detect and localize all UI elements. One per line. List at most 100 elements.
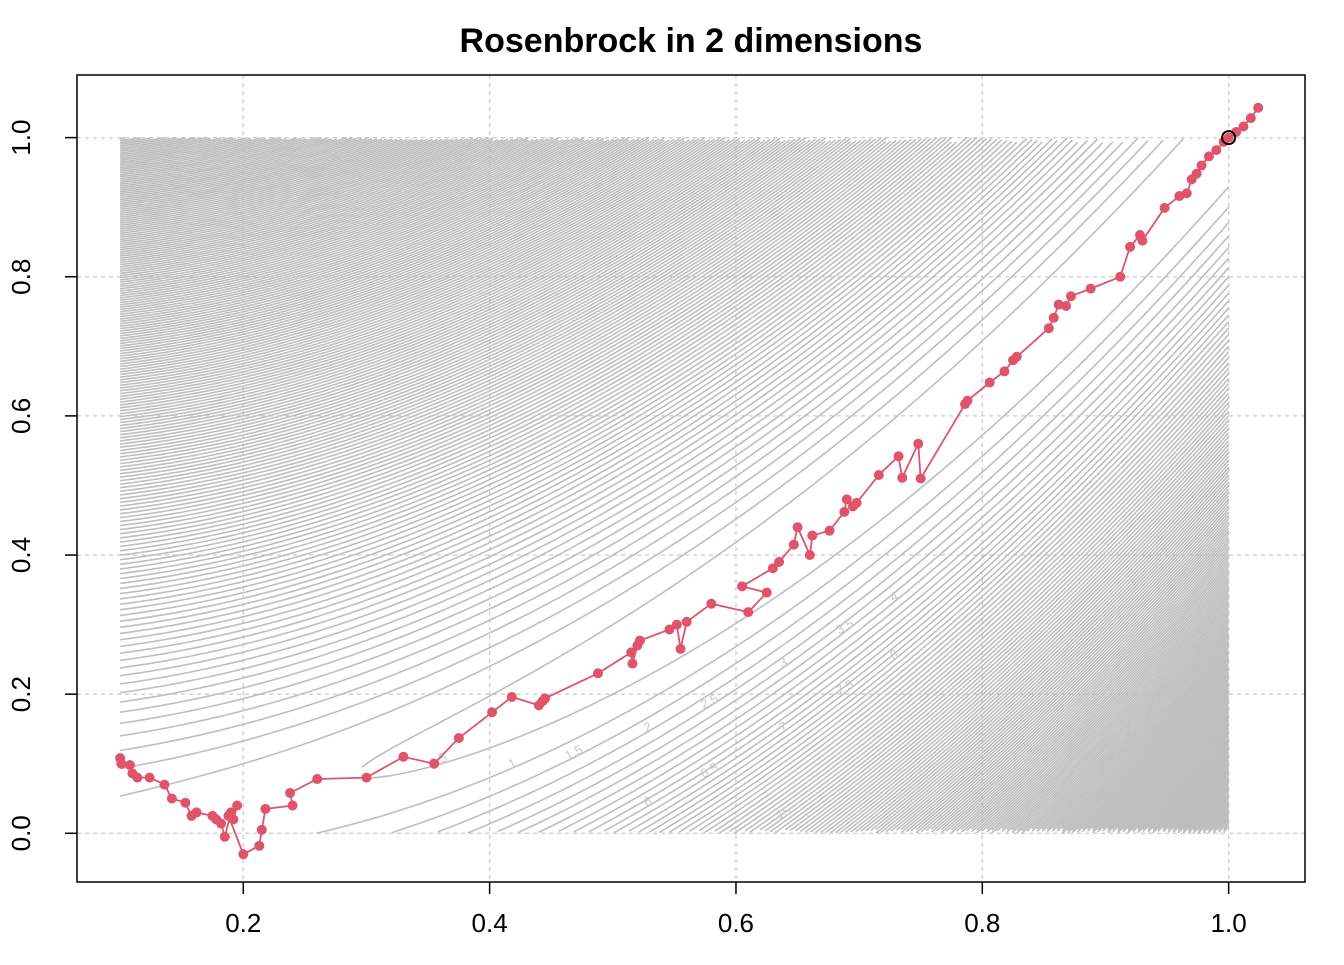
contour-line-172	[120, 138, 716, 373]
contour-line-202	[120, 138, 655, 335]
y-tick-label-5: 1.0	[6, 120, 36, 156]
contour-line-225	[1066, 659, 1230, 832]
contour-line-308	[120, 138, 423, 218]
contour-line-183	[1011, 608, 1230, 834]
data-point-63	[915, 473, 926, 484]
contour-line-274	[120, 138, 504, 253]
contour-line-208	[120, 137, 645, 327]
contour-line-220	[119, 138, 620, 313]
contour-line-99	[870, 484, 1230, 831]
contour-line-298	[120, 138, 448, 228]
contour-line-293	[1137, 733, 1230, 834]
contour-line-269	[1117, 708, 1230, 830]
contour-line-102	[119, 140, 857, 478]
contour-line-291	[1137, 731, 1230, 832]
data-point-85	[1196, 160, 1207, 171]
contour-line-245	[1092, 682, 1230, 829]
contour-line-150	[120, 137, 761, 403]
contour-line-88	[120, 140, 887, 504]
contour-label: 3	[776, 654, 789, 671]
contour-line-238	[120, 137, 585, 292]
contour-line-195	[1031, 624, 1230, 830]
contour-line-37	[678, 351, 1230, 833]
contour-line-289	[1137, 729, 1230, 830]
contour-line-39	[689, 357, 1230, 832]
y-tick-label-2: 0.4	[6, 537, 36, 573]
contour-line-324	[120, 138, 383, 203]
contour-line-351	[1192, 789, 1230, 831]
contour-line-378	[120, 136, 206, 152]
contour-line-57	[759, 401, 1230, 831]
contour-line-5	[391, 222, 1230, 834]
contour-line-139	[945, 548, 1230, 832]
contour-line-117	[905, 514, 1230, 833]
contour-line-38	[120, 140, 1013, 617]
contour-line-145	[955, 557, 1230, 832]
x-tick-label-3: 0.8	[964, 908, 1000, 938]
contour-line-191	[1021, 619, 1230, 834]
contour-line-83	[830, 455, 1230, 834]
contour-line-194	[120, 139, 670, 345]
contour-line-301	[1147, 741, 1230, 831]
contour-line-107	[885, 498, 1230, 833]
contour-line-154	[120, 139, 751, 398]
data-point-42	[675, 643, 686, 654]
contour-line-268	[120, 137, 519, 259]
contour-line-376	[120, 137, 211, 154]
data-point-36	[626, 647, 637, 658]
contour-line-306	[120, 138, 428, 220]
contour-line-334	[120, 137, 358, 193]
contour-line-316	[120, 138, 403, 210]
contour-line-243	[1086, 680, 1230, 832]
contour-line-127	[925, 530, 1230, 832]
contour-line-219	[1061, 652, 1230, 830]
contour-line-276	[119, 138, 499, 251]
optimum-marker	[1221, 130, 1237, 146]
data-point-58	[851, 497, 862, 508]
contour-line-342	[120, 137, 332, 185]
contour-line-26	[119, 138, 1053, 655]
contour-line-134	[119, 139, 791, 427]
contour-line-71	[799, 432, 1230, 833]
contour-line-137	[940, 545, 1230, 834]
contour-line-92	[119, 137, 882, 496]
contour-line-230	[120, 137, 600, 301]
contour-line-44	[119, 138, 998, 600]
contour-line-309	[1152, 749, 1230, 834]
contour-line-390	[120, 137, 141, 142]
data-point-16	[232, 800, 243, 811]
contour-line-271	[1117, 710, 1230, 832]
contour-line-275	[1122, 714, 1230, 831]
contour-line-63	[774, 415, 1230, 834]
data-point-13	[216, 818, 227, 829]
contour-line-262	[120, 139, 529, 266]
contour-line-257	[1102, 695, 1230, 832]
contour-line-249	[1092, 687, 1230, 834]
contour-line-326	[120, 138, 378, 201]
data-point-53	[807, 530, 818, 541]
contour-line-67	[789, 423, 1230, 832]
contour-line-40	[119, 139, 1008, 611]
data-point-8	[180, 797, 191, 808]
data-point-30	[487, 707, 498, 718]
contour-line-47	[719, 378, 1230, 834]
contour-line-144	[120, 139, 771, 412]
contour-line-310	[120, 138, 418, 216]
contour-line-3	[316, 206, 1230, 834]
contour-line-81	[825, 452, 1230, 834]
contour-line-12	[119, 142, 1104, 713]
contour-line-165	[986, 585, 1230, 833]
contour-line-0	[361, 138, 1184, 768]
data-point-1	[116, 758, 127, 769]
contour-line-146	[120, 139, 766, 409]
contour-line-43	[704, 367, 1230, 834]
contour-line-253	[1097, 691, 1230, 833]
contour-line-175	[1001, 598, 1230, 833]
contour-line-379	[1212, 815, 1230, 834]
contour-line-160	[119, 137, 741, 389]
optimization-points	[115, 102, 1264, 860]
contour-line-21	[588, 300, 1230, 833]
contour-line-270	[120, 138, 514, 257]
contour-line-17	[558, 284, 1230, 833]
contour-line-312	[119, 138, 413, 214]
